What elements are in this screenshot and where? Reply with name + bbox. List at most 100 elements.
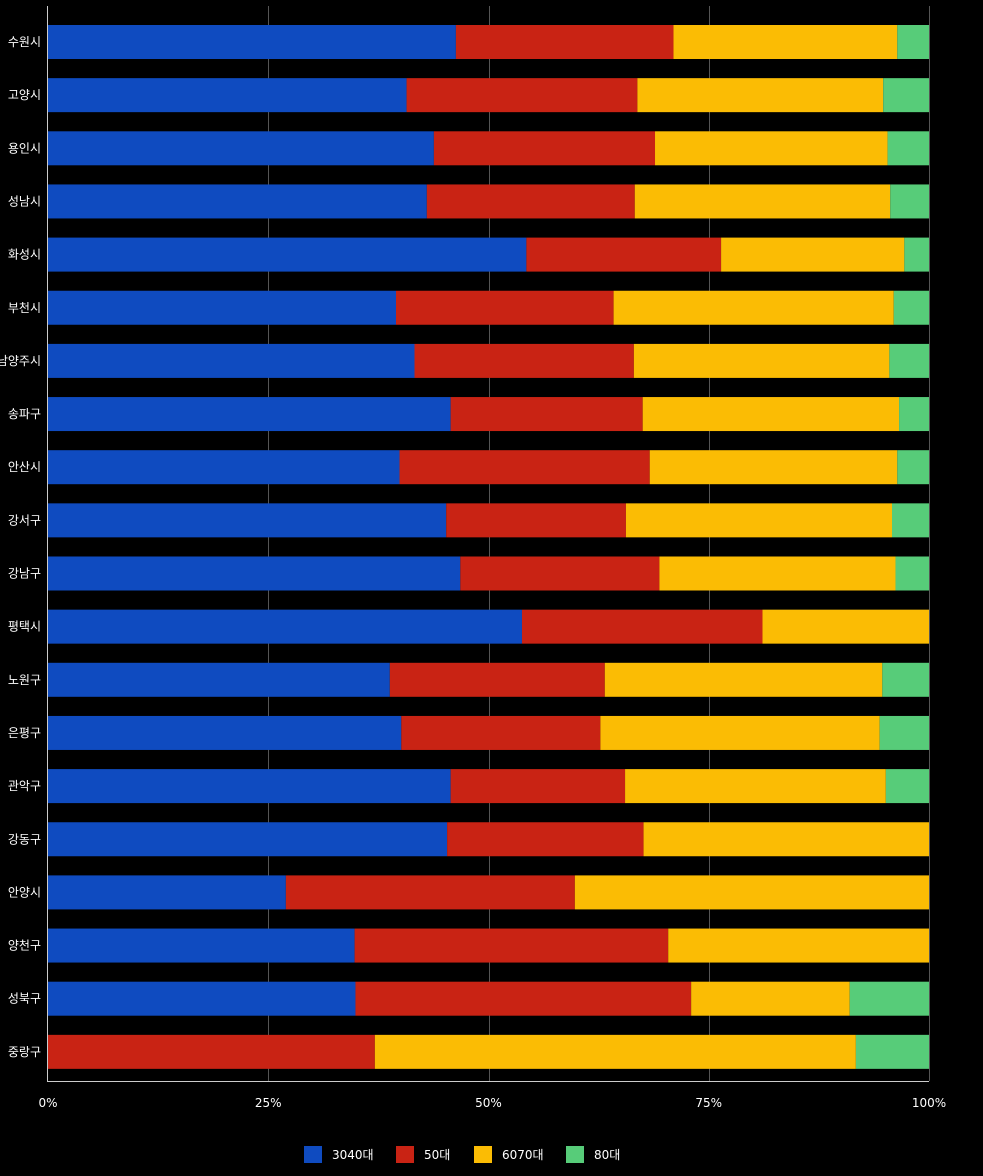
bar-segment: [668, 928, 929, 963]
bar-segment: [48, 131, 434, 166]
bar-segment: [447, 822, 644, 857]
bar-segment: [637, 78, 884, 113]
bars: [48, 25, 929, 1069]
bar-segment: [48, 343, 415, 378]
bar-segment: [904, 237, 929, 272]
category-label: 성북구: [8, 992, 41, 1006]
legend-label: 6070대: [502, 1148, 544, 1162]
bar-segment: [48, 556, 461, 591]
category-label: 송파구: [8, 407, 41, 421]
category-label: 강서구: [8, 513, 41, 527]
legend-swatch: [566, 1146, 584, 1163]
bar-segment: [899, 397, 929, 432]
bar-segment: [48, 822, 448, 857]
legend-label: 50대: [424, 1148, 450, 1162]
bar-segment: [882, 662, 929, 697]
category-label: 부천시: [8, 300, 41, 315]
legend-label: 3040대: [332, 1148, 374, 1162]
category-label: 안양시: [8, 885, 41, 899]
bar-segment: [450, 769, 626, 804]
category-label: 화성시: [8, 248, 41, 262]
category-label: 은평구: [8, 726, 41, 740]
category-label: 강동구: [8, 832, 41, 846]
bar-segment: [48, 715, 402, 750]
bar-segment: [48, 928, 355, 963]
bar-segment: [890, 184, 929, 219]
bar-segment: [285, 875, 575, 910]
bar-segment: [48, 237, 527, 272]
bar-segment: [883, 78, 929, 113]
bar-segment: [48, 503, 447, 538]
bar-segment: [634, 184, 891, 219]
x-tick-label: 100%: [912, 1096, 946, 1110]
bar-segment: [633, 343, 890, 378]
bar-segment: [406, 78, 638, 113]
bar-segment: [48, 397, 451, 432]
legend: 3040대 50대 6070대 80대: [304, 1146, 620, 1163]
bar-segment: [389, 662, 605, 697]
bar-segment: [401, 715, 601, 750]
axes: [47, 6, 929, 1082]
bar-segment: [450, 397, 643, 432]
bar-segment: [526, 237, 722, 272]
bar-segment: [48, 78, 407, 113]
bar-segment: [625, 503, 892, 538]
bar-segment: [849, 981, 929, 1016]
x-tick-label: 50%: [475, 1096, 502, 1110]
bar-segment: [855, 1034, 929, 1069]
bar-segment: [48, 450, 400, 485]
bar-segment: [48, 1034, 375, 1069]
bar-segment: [655, 131, 888, 166]
bar-segment: [48, 184, 427, 219]
bar-segment: [649, 450, 898, 485]
category-label: 노원구: [8, 673, 41, 687]
bar-segment: [673, 25, 898, 59]
bar-segment: [885, 769, 929, 804]
x-tick-label: 75%: [695, 1096, 722, 1110]
bar-segment: [433, 131, 656, 166]
category-label: 중랑구: [8, 1045, 41, 1059]
bar-segment: [643, 822, 929, 857]
bar-segment: [48, 25, 456, 59]
category-label: 평택시: [8, 620, 41, 634]
category-label: 남양주시: [0, 354, 41, 368]
bar-segment: [521, 609, 763, 644]
bar-segment: [396, 290, 614, 325]
bar-segment: [574, 875, 929, 910]
x-tick-label: 0%: [38, 1096, 57, 1110]
bar-segment: [48, 609, 522, 644]
bar-segment: [355, 981, 692, 1016]
category-label: 수원시: [8, 35, 41, 49]
bar-segment: [48, 769, 451, 804]
category-label: 관악구: [8, 779, 41, 793]
bar-segment: [354, 928, 669, 963]
bar-segment: [642, 397, 900, 432]
category-label: 용인시: [8, 141, 41, 155]
bar-segment: [895, 556, 929, 591]
category-label: 강남구: [8, 567, 41, 581]
bar-segment: [721, 237, 905, 272]
bar-segment: [889, 343, 929, 378]
bar-segment: [659, 556, 896, 591]
grid: [268, 6, 930, 1081]
bar-segment: [446, 503, 626, 538]
bar-segment: [48, 981, 356, 1016]
bar-segment: [426, 184, 635, 219]
bar-segment: [399, 450, 650, 485]
legend-swatch: [396, 1146, 414, 1163]
x-tick-label: 25%: [255, 1096, 282, 1110]
bar-segment: [460, 556, 660, 591]
bar-segment: [897, 450, 929, 485]
bar-segment: [613, 290, 894, 325]
bar-segment: [414, 343, 634, 378]
bar-segment: [455, 25, 674, 59]
bar-segment: [691, 981, 850, 1016]
legend-swatch: [474, 1146, 492, 1163]
category-label: 성남시: [8, 194, 41, 208]
category-label: 고양시: [8, 88, 41, 102]
legend-swatch: [304, 1146, 322, 1163]
bar-segment: [762, 609, 929, 644]
bar-segment: [48, 875, 286, 910]
bar-segment: [879, 715, 929, 750]
